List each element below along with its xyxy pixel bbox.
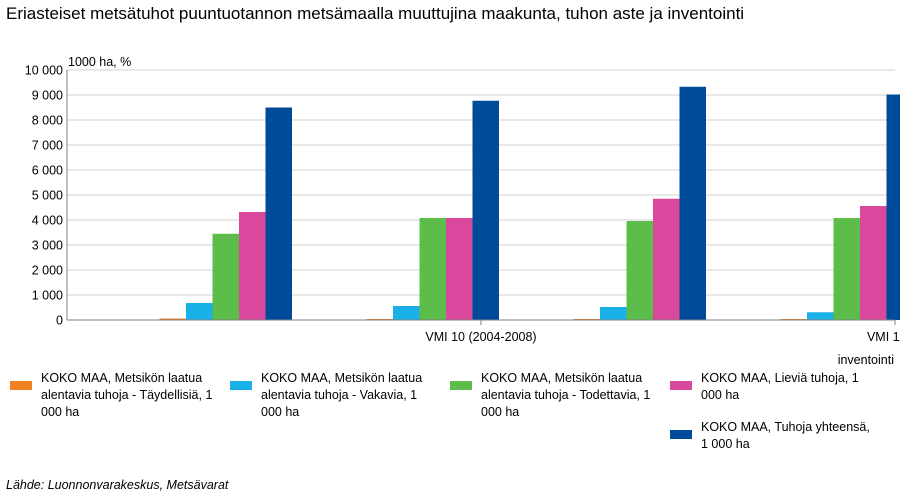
bar (653, 198, 680, 320)
y-tick-label: 10 000 (25, 64, 63, 78)
y-tick-label: 1 000 (32, 289, 63, 303)
legend-item: KOKO MAA, Metsikön laatua alentavia tuho… (230, 370, 435, 421)
legend-swatch (670, 430, 692, 439)
legend-swatch (230, 381, 252, 390)
legend-label: KOKO MAA, Tuhoja yhteensä, 1 000 ha (701, 420, 870, 451)
bar (807, 312, 834, 320)
source-note: Lähde: Luonnonvarakeskus, Metsävarat (6, 478, 229, 492)
y-tick-label: 9 000 (32, 89, 63, 103)
y-axis-label: 1000 ha, % (68, 55, 131, 69)
legend-label: KOKO MAA, Metsikön laatua alentavia tuho… (41, 371, 213, 419)
legend-swatch (670, 381, 692, 390)
x-axis-ticks: VMI 10 (2004-2008) VMI 11/12 (425, 320, 900, 344)
bar (472, 100, 499, 320)
y-tick-label: 3 000 (32, 239, 63, 253)
chart-title: Eriasteiset metsätuhot puuntuotannon met… (6, 4, 745, 23)
bar (833, 218, 860, 320)
x-axis-label: inventointi (838, 353, 894, 367)
y-tick-label: 5 000 (32, 189, 63, 203)
bar (265, 107, 292, 320)
legend-label: KOKO MAA, Lieviä tuhoja, 1 000 ha (701, 371, 859, 402)
bar (239, 212, 266, 320)
bar (212, 233, 239, 320)
legend-item: KOKO MAA, Lieviä tuhoja, 1 000 ha (670, 370, 875, 404)
legend-swatch (10, 381, 32, 390)
legend-item: KOKO MAA, Metsikön laatua alentavia tuho… (10, 370, 215, 421)
y-tick-label: 0 (56, 314, 63, 328)
bar (446, 218, 473, 320)
legend-item: KOKO MAA, Metsikön laatua alentavia tuho… (450, 370, 655, 421)
legend-label: KOKO MAA, Metsikön laatua alentavia tuho… (481, 371, 651, 419)
x-tick-label: VMI 11/12 (867, 330, 900, 344)
bar (186, 303, 213, 320)
y-tick-label: 2 000 (32, 264, 63, 278)
y-tick-label: 4 000 (32, 214, 63, 228)
bar (159, 318, 186, 320)
legend-swatch (450, 381, 472, 390)
y-tick-label: 6 000 (32, 164, 63, 178)
y-tick-label: 7 000 (32, 139, 63, 153)
x-tick-label: VMI 10 (2004-2008) (425, 330, 536, 344)
legend-item: KOKO MAA, Tuhoja yhteensä, 1 000 ha (670, 419, 875, 453)
bar (860, 206, 887, 320)
bar (393, 306, 420, 320)
bar (419, 218, 446, 320)
bars (159, 86, 900, 320)
bar (679, 86, 706, 320)
y-tick-label: 8 000 (32, 114, 63, 128)
legend-label: KOKO MAA, Metsikön laatua alentavia tuho… (261, 371, 423, 419)
y-axis-ticks: 0 1 000 2 000 3 000 4 000 5 000 6 000 7 000 8 00… (25, 64, 63, 328)
bar (886, 94, 900, 320)
bar (600, 307, 627, 320)
bar (626, 221, 653, 320)
